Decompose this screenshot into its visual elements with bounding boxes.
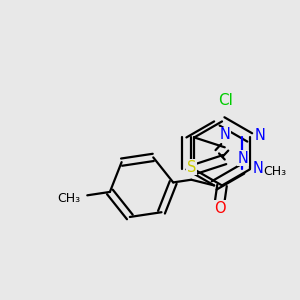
Text: N: N: [219, 127, 230, 142]
Text: S: S: [187, 160, 196, 175]
Text: Cl: Cl: [218, 93, 233, 108]
Text: O: O: [214, 201, 226, 216]
Text: N: N: [238, 151, 248, 166]
Text: CH₃: CH₃: [263, 165, 286, 178]
Text: CH₃: CH₃: [58, 191, 81, 205]
Text: N: N: [255, 128, 266, 142]
Text: N: N: [252, 161, 263, 176]
